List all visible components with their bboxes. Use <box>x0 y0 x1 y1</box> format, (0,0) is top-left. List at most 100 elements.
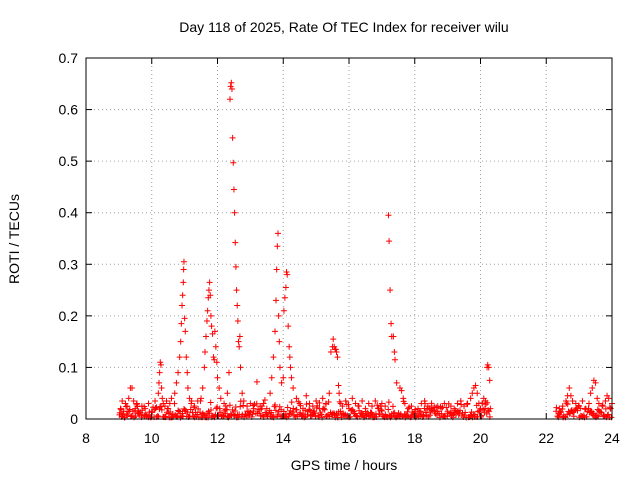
data-point <box>253 378 260 385</box>
data-point <box>228 79 235 86</box>
data-point <box>232 239 239 246</box>
data-point <box>227 411 234 418</box>
data-point <box>352 400 359 407</box>
y-tick-label: 0.6 <box>59 102 79 118</box>
data-point <box>207 407 214 414</box>
data-point <box>426 412 433 419</box>
data-point <box>158 385 165 392</box>
data-point <box>133 400 140 407</box>
data-point <box>334 354 341 361</box>
x-tick-label: 24 <box>604 430 620 446</box>
data-point <box>188 400 195 407</box>
data-point <box>352 412 359 419</box>
data-point <box>562 397 569 404</box>
data-point <box>275 312 282 319</box>
x-tick-label: 8 <box>82 430 90 446</box>
data-point <box>217 409 224 416</box>
y-tick-label: 0.3 <box>59 256 79 272</box>
data-point <box>376 411 383 418</box>
data-point <box>434 403 441 410</box>
data-points <box>116 79 615 421</box>
data-point <box>276 403 283 410</box>
data-point <box>486 408 493 415</box>
data-point <box>253 400 260 407</box>
data-point <box>420 412 427 419</box>
data-point <box>165 405 172 412</box>
data-point <box>349 395 356 402</box>
data-point <box>385 399 392 406</box>
data-point <box>319 395 326 402</box>
data-point <box>211 356 218 363</box>
data-point <box>579 397 586 404</box>
data-point <box>487 405 494 412</box>
data-point <box>461 403 468 410</box>
data-point <box>418 400 425 407</box>
data-point <box>403 412 410 419</box>
data-point <box>342 397 349 404</box>
data-point <box>316 399 323 406</box>
data-point <box>274 230 281 237</box>
data-point <box>274 243 281 250</box>
data-point <box>273 297 280 304</box>
data-point <box>389 403 396 410</box>
data-point <box>180 258 187 265</box>
data-point <box>441 400 448 407</box>
data-point <box>303 401 310 408</box>
data-point <box>116 409 123 416</box>
data-point <box>207 312 214 319</box>
data-point <box>372 397 379 404</box>
data-point <box>138 403 145 410</box>
data-point <box>401 400 408 407</box>
data-point <box>204 307 211 314</box>
data-point <box>283 269 290 276</box>
data-point <box>232 263 239 270</box>
data-point <box>179 292 186 299</box>
data-point <box>203 318 210 325</box>
data-point <box>267 390 274 397</box>
data-point <box>249 411 256 418</box>
data-point <box>260 400 267 407</box>
data-point <box>408 403 415 410</box>
data-point <box>210 354 217 361</box>
data-point <box>217 395 224 402</box>
data-point <box>240 402 247 409</box>
data-point <box>273 266 280 273</box>
data-point <box>484 361 491 368</box>
data-point <box>237 403 244 410</box>
data-point <box>456 407 463 414</box>
data-point <box>388 320 395 327</box>
data-point <box>229 134 236 141</box>
data-point <box>290 385 297 392</box>
data-point <box>125 395 132 402</box>
data-point <box>339 403 346 410</box>
data-point <box>213 359 220 366</box>
data-point <box>175 369 182 376</box>
data-point <box>155 390 162 397</box>
data-point <box>569 397 576 404</box>
x-tick-label: 12 <box>210 430 226 446</box>
data-point <box>566 385 573 392</box>
data-point <box>390 410 397 417</box>
data-point <box>206 279 213 286</box>
data-point <box>375 405 382 412</box>
data-point <box>421 397 428 404</box>
x-tick-label: 10 <box>144 430 160 446</box>
data-point <box>585 400 592 407</box>
data-point <box>485 364 492 371</box>
data-point <box>553 408 560 415</box>
data-point <box>486 377 493 384</box>
data-point <box>261 397 268 404</box>
data-point <box>171 390 178 397</box>
data-point <box>296 400 303 407</box>
data-point <box>129 385 136 392</box>
data-point <box>166 400 173 407</box>
data-point <box>443 404 450 411</box>
data-point <box>231 209 238 216</box>
data-point <box>309 403 316 410</box>
data-point <box>154 412 161 419</box>
data-point <box>202 333 209 340</box>
data-point <box>156 369 163 376</box>
data-point <box>382 403 389 410</box>
data-point <box>308 412 315 419</box>
data-point <box>120 410 127 417</box>
